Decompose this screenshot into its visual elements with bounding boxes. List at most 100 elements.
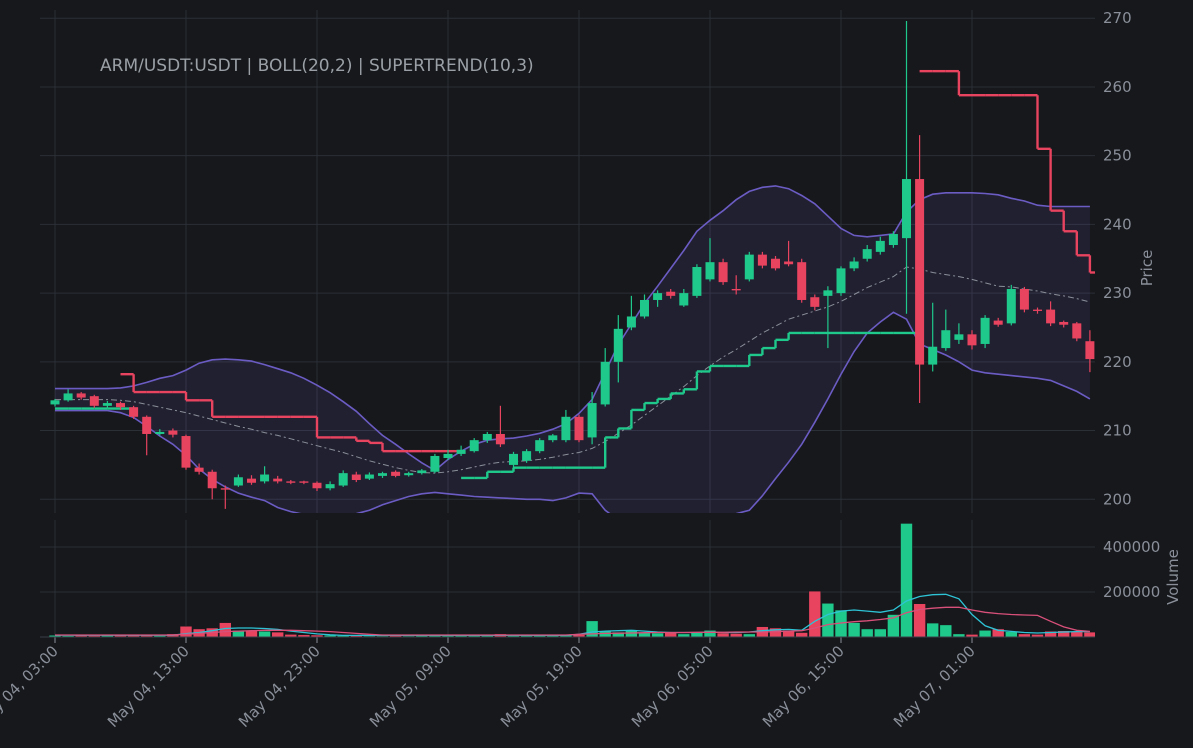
candle-body bbox=[993, 320, 1003, 325]
volume-bar bbox=[1070, 631, 1084, 637]
volume-bar bbox=[297, 634, 311, 637]
volume-bar bbox=[795, 632, 809, 637]
volume-bar bbox=[245, 630, 258, 637]
candle-body bbox=[954, 334, 964, 340]
y-tick-label: 200 bbox=[1103, 490, 1132, 508]
candle-body bbox=[980, 317, 990, 344]
volume-bar bbox=[860, 628, 874, 637]
volume-bar bbox=[847, 622, 861, 637]
candle-body bbox=[509, 453, 518, 465]
y-tick-label: 260 bbox=[1103, 78, 1132, 96]
candle-body bbox=[129, 407, 139, 417]
candle-body bbox=[220, 488, 230, 490]
volume-bar bbox=[939, 624, 953, 637]
candle-body bbox=[430, 455, 440, 472]
y-tick-label: 220 bbox=[1103, 353, 1132, 371]
candle-body bbox=[1046, 309, 1056, 324]
volume-bar bbox=[978, 629, 992, 637]
candle-body bbox=[443, 453, 453, 459]
candle-body bbox=[653, 293, 663, 300]
volume-bar bbox=[664, 632, 678, 637]
volume-bar bbox=[808, 590, 822, 637]
candle-body bbox=[823, 290, 833, 296]
candle-body bbox=[613, 328, 623, 362]
price-panel bbox=[50, 20, 1095, 513]
candle-body bbox=[116, 403, 125, 408]
candle-body bbox=[836, 268, 846, 294]
candle-body bbox=[378, 473, 387, 476]
candle-body bbox=[495, 433, 505, 445]
candle-body bbox=[561, 416, 571, 441]
candle-body bbox=[299, 481, 309, 483]
candle-body bbox=[89, 396, 99, 406]
candle-body bbox=[417, 470, 427, 474]
volume-panel bbox=[48, 523, 1095, 637]
volume-bar bbox=[769, 627, 782, 637]
volume-bar bbox=[821, 602, 835, 637]
bollinger-fill bbox=[55, 185, 1090, 513]
volume-bar bbox=[1057, 630, 1070, 637]
y-tick-label: 250 bbox=[1103, 147, 1132, 165]
volume-bar bbox=[1044, 630, 1057, 637]
candle-body bbox=[731, 288, 741, 291]
candle-body bbox=[941, 330, 951, 349]
candle-body bbox=[797, 262, 807, 300]
candle-body bbox=[351, 474, 361, 481]
candle-body bbox=[155, 431, 165, 434]
candle-body bbox=[1085, 341, 1095, 360]
volume-axis-label: Volume bbox=[1164, 549, 1182, 605]
volume-bar bbox=[716, 632, 730, 637]
candle-body bbox=[548, 435, 558, 441]
candle-body bbox=[574, 416, 584, 441]
volume-bar bbox=[782, 629, 795, 637]
candle-body bbox=[181, 436, 191, 468]
volume-bar bbox=[926, 622, 940, 637]
volume-bar bbox=[991, 628, 1005, 637]
volume-bar bbox=[887, 614, 900, 637]
candle-body bbox=[771, 258, 780, 269]
candle-body bbox=[535, 440, 545, 452]
candle-body bbox=[679, 293, 689, 306]
volume-bar bbox=[913, 603, 926, 637]
volume-bar bbox=[271, 631, 285, 637]
candle-body bbox=[76, 393, 86, 398]
candle-body bbox=[888, 234, 898, 246]
candle-body bbox=[1006, 288, 1016, 324]
volume-bar bbox=[873, 628, 887, 637]
candle-body bbox=[456, 449, 466, 454]
candle-body bbox=[810, 297, 820, 307]
candle-body bbox=[915, 179, 925, 365]
candle-body bbox=[587, 403, 597, 438]
grid bbox=[40, 10, 1095, 637]
candle-body bbox=[312, 482, 322, 489]
candle-body bbox=[862, 249, 872, 259]
candle-body bbox=[1072, 323, 1082, 339]
candle-body bbox=[102, 403, 112, 406]
volume-bar bbox=[1004, 631, 1018, 637]
y-tick-label: 270 bbox=[1103, 9, 1132, 27]
y-tick-label: 240 bbox=[1103, 215, 1132, 233]
candle-body bbox=[718, 262, 728, 283]
candle-body bbox=[50, 400, 60, 405]
volume-bar bbox=[729, 633, 743, 637]
volume-bar bbox=[232, 629, 245, 637]
candle-body bbox=[640, 299, 649, 317]
candle-body bbox=[207, 471, 217, 489]
candle-body bbox=[875, 240, 885, 252]
volume-tick-label: 400000 bbox=[1103, 538, 1160, 556]
candle-body bbox=[286, 481, 296, 483]
candle-body bbox=[273, 478, 283, 482]
volume-bar bbox=[179, 625, 193, 637]
candle-body bbox=[482, 433, 492, 441]
y-tick-label: 230 bbox=[1103, 284, 1132, 302]
y-tick-label: 210 bbox=[1103, 422, 1132, 440]
chart-title: ARM/USDT:USDT | BOLL(20,2) | SUPERTREND(… bbox=[100, 56, 534, 76]
volume-bar bbox=[1083, 631, 1095, 637]
candle-body bbox=[391, 471, 401, 476]
candle-body bbox=[404, 473, 414, 476]
volume-bar bbox=[703, 629, 717, 637]
candle-body bbox=[626, 316, 636, 328]
volume-line bbox=[55, 606, 1090, 636]
candle-body bbox=[168, 430, 178, 435]
